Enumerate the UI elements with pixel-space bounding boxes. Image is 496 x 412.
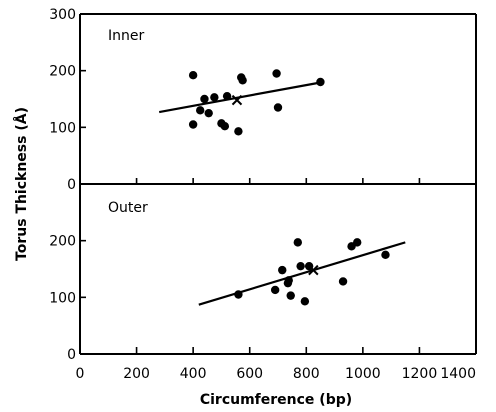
- outer-data-point: [234, 290, 243, 299]
- x-tick-label: 600: [236, 366, 263, 382]
- inner-data-point: [273, 103, 283, 112]
- inner-data-point: [272, 69, 281, 78]
- inner-data-point: [220, 122, 230, 131]
- inner-data-point: [316, 77, 325, 87]
- panel-outer: Outer 0 100 200: [49, 184, 477, 363]
- inner-y-tick-label: 0: [67, 177, 76, 193]
- outer-data-point: [286, 291, 295, 300]
- outer-data-point: [278, 265, 287, 275]
- inner-data-point: [238, 76, 247, 85]
- x-tick-label: 1000: [345, 366, 381, 382]
- inner-mean-marker: [231, 94, 243, 106]
- panel-label-outer: Outer: [108, 200, 148, 216]
- x-tick-label: 800: [293, 366, 320, 382]
- inner-data-point: [200, 94, 209, 104]
- inner-points: [159, 69, 325, 136]
- outer-data-point: [270, 285, 280, 295]
- inner-data-point: [188, 120, 198, 129]
- inner-data-point: [234, 127, 243, 136]
- inner-data-point: [204, 108, 213, 118]
- outer-data-point: [293, 238, 302, 247]
- inner-data-point: [196, 106, 205, 115]
- x-tick-label: 1200: [402, 366, 438, 382]
- y-axis-title: Torus Thickness (Å): [13, 107, 30, 261]
- outer-data-point: [353, 238, 362, 247]
- inner-y-tick-label: 100: [49, 120, 76, 136]
- outer-data-point: [296, 261, 305, 271]
- inner-data-point: [222, 91, 232, 101]
- x-tick-label: 200: [123, 366, 150, 382]
- inner-data-point: [210, 93, 219, 102]
- outer-data-point: [381, 250, 390, 260]
- inner-data-point: [188, 71, 198, 80]
- inner-y-tick-label: 300: [49, 7, 76, 23]
- panel-inner: Inner 0 100 200 300: [49, 7, 477, 193]
- x-axis-title: Circumference (bp): [200, 392, 352, 408]
- outer-mean-marker: [308, 264, 319, 276]
- x-tick-label: 400: [180, 366, 207, 382]
- outer-data-point: [338, 277, 348, 286]
- outer-data-point: [284, 276, 293, 285]
- x-tick-label: 1400: [440, 366, 476, 382]
- outer-y-ticks: 0 100 200: [49, 234, 86, 363]
- x-axis-ticks: 0 200 400 600 800 1000 1200 1400: [76, 178, 477, 382]
- panel-label-inner: Inner: [108, 28, 144, 44]
- outer-y-tick-label: 200: [49, 234, 76, 250]
- outer-data-point: [300, 297, 310, 306]
- inner-y-tick-label: 200: [49, 64, 76, 80]
- inner-y-ticks: 0 100 200 300: [49, 7, 86, 193]
- outer-y-tick-label: 100: [49, 290, 76, 306]
- outer-regression-line: [198, 241, 406, 306]
- outer-points: [198, 238, 406, 306]
- x-tick-label: 0: [76, 366, 85, 382]
- outer-y-tick-label: 0: [67, 347, 76, 363]
